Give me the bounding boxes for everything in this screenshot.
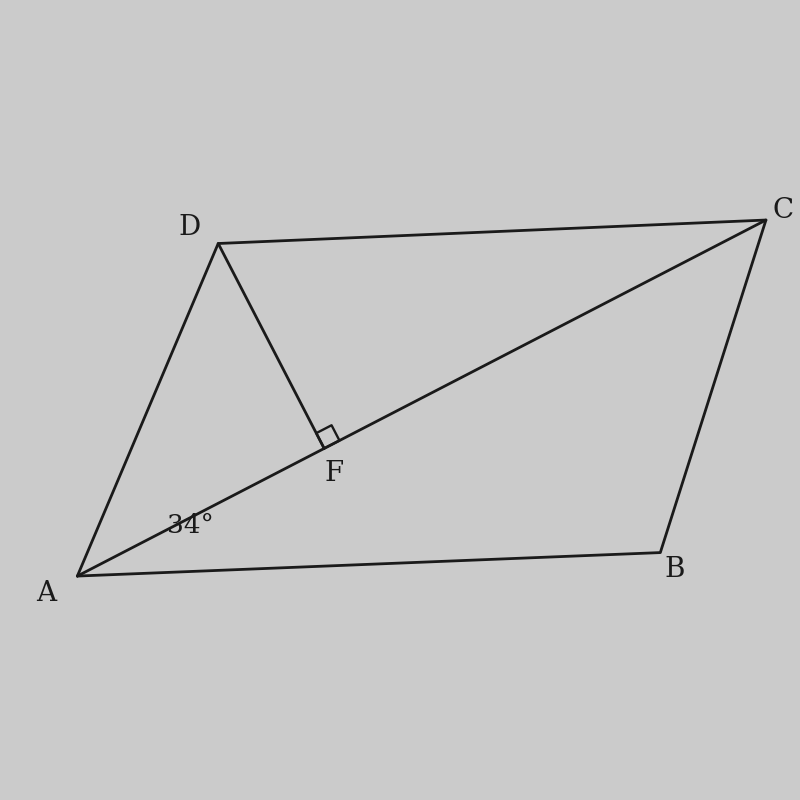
Text: B: B [664,556,685,583]
Text: D: D [179,214,201,242]
Text: A: A [36,580,56,606]
Text: C: C [773,197,794,224]
Text: F: F [324,460,343,487]
Text: 34°: 34° [167,513,214,538]
